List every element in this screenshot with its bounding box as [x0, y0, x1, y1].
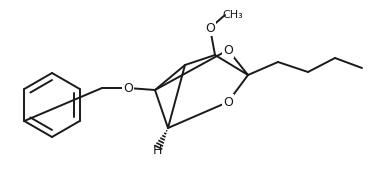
Text: O: O [205, 22, 215, 35]
Text: CH₃: CH₃ [223, 10, 243, 20]
Text: O: O [223, 43, 233, 56]
Text: H: H [152, 144, 162, 157]
Text: O: O [223, 95, 233, 109]
Text: O: O [123, 82, 133, 95]
